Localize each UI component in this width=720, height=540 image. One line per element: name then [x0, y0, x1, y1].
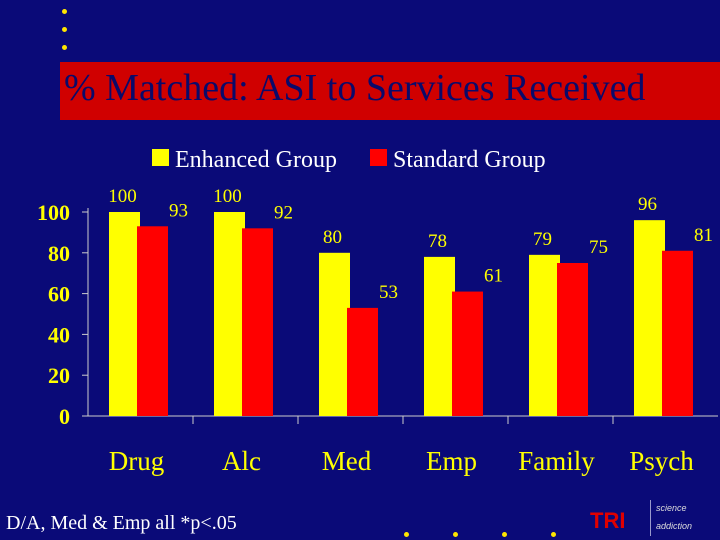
y-tick-label: 40: [48, 322, 70, 347]
bar-enhanced: [529, 254, 560, 416]
bullet-dot: [502, 532, 507, 537]
bar-standard: [557, 263, 588, 416]
legend-label-standard: Standard Group: [393, 147, 546, 173]
bullet-dot: [404, 532, 409, 537]
x-category-label: Drug: [109, 446, 165, 476]
legend-label-enhanced: Enhanced Group: [175, 147, 337, 173]
data-label: 53: [379, 282, 398, 303]
data-label: 79: [533, 229, 552, 250]
data-label: 78: [428, 231, 447, 252]
bar-enhanced: [634, 220, 665, 416]
bar-enhanced: [319, 252, 350, 416]
data-label: 100: [108, 186, 137, 207]
bar-standard: [137, 226, 168, 416]
logo-science-text: science: [656, 503, 687, 513]
x-category-label: Family: [518, 446, 595, 476]
y-tick-label: 100: [37, 200, 70, 225]
y-tick-label: 0: [59, 404, 70, 429]
data-label: 100: [213, 186, 242, 207]
data-label: 93: [169, 200, 188, 221]
bullet-dot: [453, 532, 458, 537]
title-bar: % Matched: ASI to Services Received: [60, 62, 720, 120]
bar-standard: [347, 307, 378, 416]
logo-divider: [650, 500, 651, 536]
bullet-dot: [62, 27, 67, 32]
data-label: 92: [274, 202, 293, 223]
bar-enhanced: [424, 256, 455, 416]
bullet-dot: [62, 45, 67, 50]
bar-chart: 0 20 40 60 80 100 100 93 Drug 100 92 Alc 80 53 Med 78 61…: [37, 147, 718, 476]
data-label: 61: [484, 266, 503, 287]
bar-standard: [242, 228, 273, 416]
y-tick-label: 20: [48, 363, 70, 388]
y-tick-label: 60: [48, 282, 70, 307]
data-label: 80: [323, 227, 342, 248]
legend-swatch-standard: [370, 149, 387, 166]
footnote: D/A, Med & Emp all *p<.05: [6, 512, 237, 534]
bar-enhanced: [214, 212, 245, 416]
data-label: 96: [638, 194, 657, 215]
legend-swatch-enhanced: [152, 149, 169, 166]
x-category-label: Emp: [426, 446, 477, 476]
data-label: 75: [589, 237, 608, 258]
bar-standard: [662, 250, 693, 416]
y-tick-label: 80: [48, 241, 70, 266]
x-category-label: Med: [322, 446, 372, 476]
bar-standard: [452, 291, 483, 416]
logo-addiction-text: addiction: [656, 521, 693, 531]
x-category-label: Psych: [629, 446, 694, 476]
slide-title: % Matched: ASI to Services Received: [64, 67, 646, 109]
bullet-dot: [551, 532, 556, 537]
data-label: 81: [694, 225, 713, 246]
tri-logo: TRI: [590, 508, 626, 533]
bar-enhanced: [109, 212, 140, 416]
bullet-dot: [62, 9, 67, 14]
x-category-label: Alc: [222, 446, 261, 476]
